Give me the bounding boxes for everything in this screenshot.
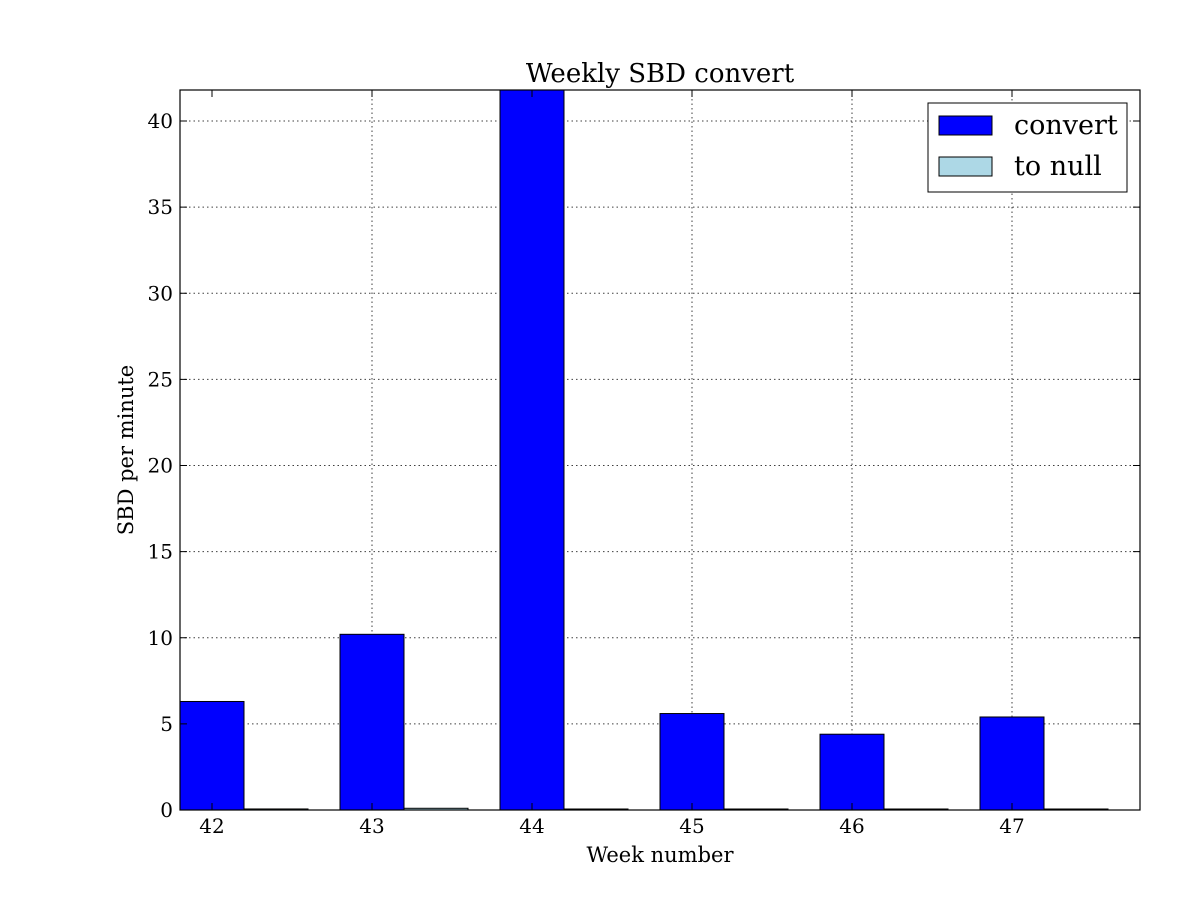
legend-label-convert: convert [1014, 110, 1118, 141]
x-axis-label: Week number [587, 843, 735, 867]
x-tick-label: 46 [839, 814, 864, 838]
y-tick-label: 30 [148, 281, 173, 305]
axis-ticks: 0 5 10 15 20 25 30 35 40 42 43 44 45 46 47 [148, 90, 1140, 838]
bar-convert-45 [659, 713, 725, 811]
y-tick-label: 25 [148, 367, 173, 391]
bar-convert-43 [339, 633, 405, 811]
y-tick-label: 10 [148, 626, 173, 650]
legend: convert to null [927, 102, 1128, 193]
legend-label-to-null: to null [1014, 151, 1102, 182]
y-tick-label: 5 [160, 712, 173, 736]
x-tick-label: 47 [999, 814, 1024, 838]
x-tick-label: 44 [519, 814, 544, 838]
grid-lines [180, 90, 1140, 810]
x-tick-label: 42 [199, 814, 224, 838]
legend-swatch-to-null [938, 156, 993, 177]
bar-convert-46 [819, 733, 885, 811]
y-axis-label: SBD per minute [114, 365, 138, 535]
bar-convert-47 [979, 716, 1045, 811]
chart-title: Weekly SBD convert [526, 59, 795, 89]
y-tick-label: 35 [148, 195, 173, 219]
y-tick-label: 20 [148, 454, 173, 478]
legend-swatch-convert [938, 115, 993, 136]
y-tick-label: 0 [160, 798, 173, 822]
x-tick-label: 45 [679, 814, 704, 838]
y-tick-label: 40 [148, 109, 173, 133]
bar-convert-42 [179, 700, 245, 811]
y-tick-label: 15 [148, 540, 173, 564]
bar-convert-44 [499, 89, 565, 811]
bars [179, 89, 1109, 811]
x-tick-label: 43 [359, 814, 384, 838]
plot-frame [179, 89, 1141, 811]
